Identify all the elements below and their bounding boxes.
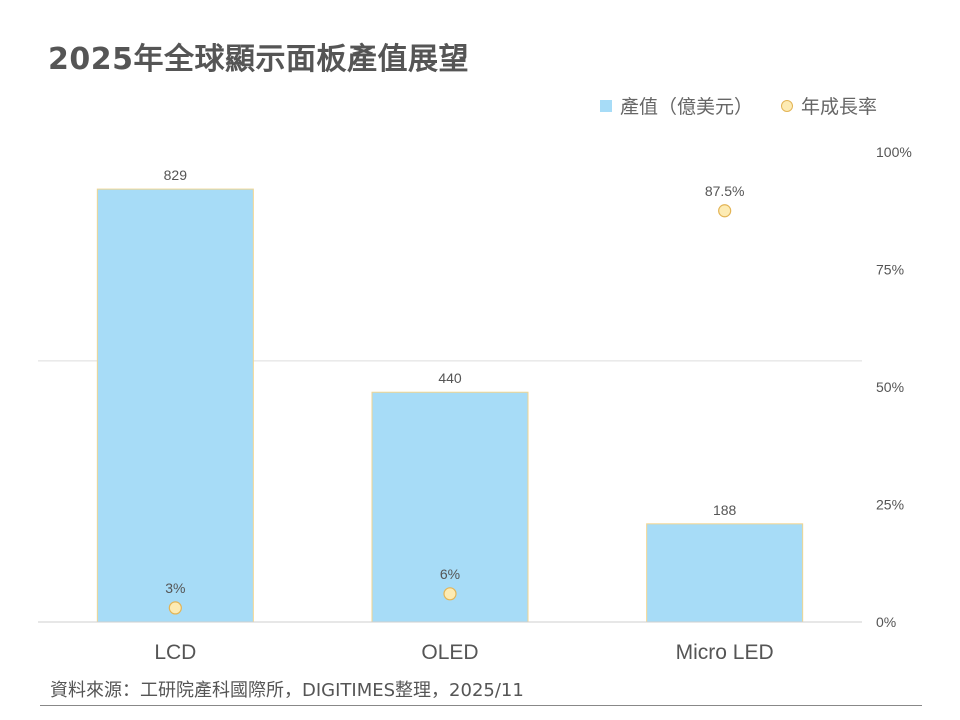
legend-item-growth: 年成長率 [781,92,877,119]
source-note: 資料來源：工研院產科國際所，DIGITIMES整理，2025/11 [50,680,524,701]
legend-bar-label: 產值（億美元） [620,96,754,118]
legend-bar-swatch [600,99,612,112]
bar-micro-led [646,523,804,623]
y-right-tick-label: 50% [876,379,904,395]
bar-oled [371,391,529,623]
x-tick-label: LCD [154,641,196,664]
y-right-tick-label: 25% [876,497,904,513]
legend: 產值（億美元） 年成長率 [600,92,905,119]
bar-lcd [96,188,254,623]
y-right-tick-label: 100% [876,144,912,160]
growth-dot-oled [443,587,457,601]
legend-dot-swatch [781,99,794,112]
legend-item-value: 產值（億美元） [600,92,753,119]
y-right-tick-label: 75% [876,262,904,278]
y-right-tick-label: 0% [876,614,896,630]
bottom-divider [40,705,922,706]
bar-value-label: 440 [438,370,462,386]
growth-dot-micro-led [718,204,732,218]
x-tick-label: Micro LED [676,641,774,664]
growth-dot-lcd [168,601,182,615]
growth-value-label: 6% [440,566,460,582]
legend-dot-label: 年成長率 [801,96,878,118]
growth-value-label: 3% [165,580,185,596]
chart-title: 2025年全球顯示面板產值展望 [48,42,469,77]
x-tick-label: OLED [421,641,478,664]
growth-value-label: 87.5% [705,183,745,199]
bar-value-label: 829 [164,167,188,183]
bar-value-label: 188 [713,502,737,518]
